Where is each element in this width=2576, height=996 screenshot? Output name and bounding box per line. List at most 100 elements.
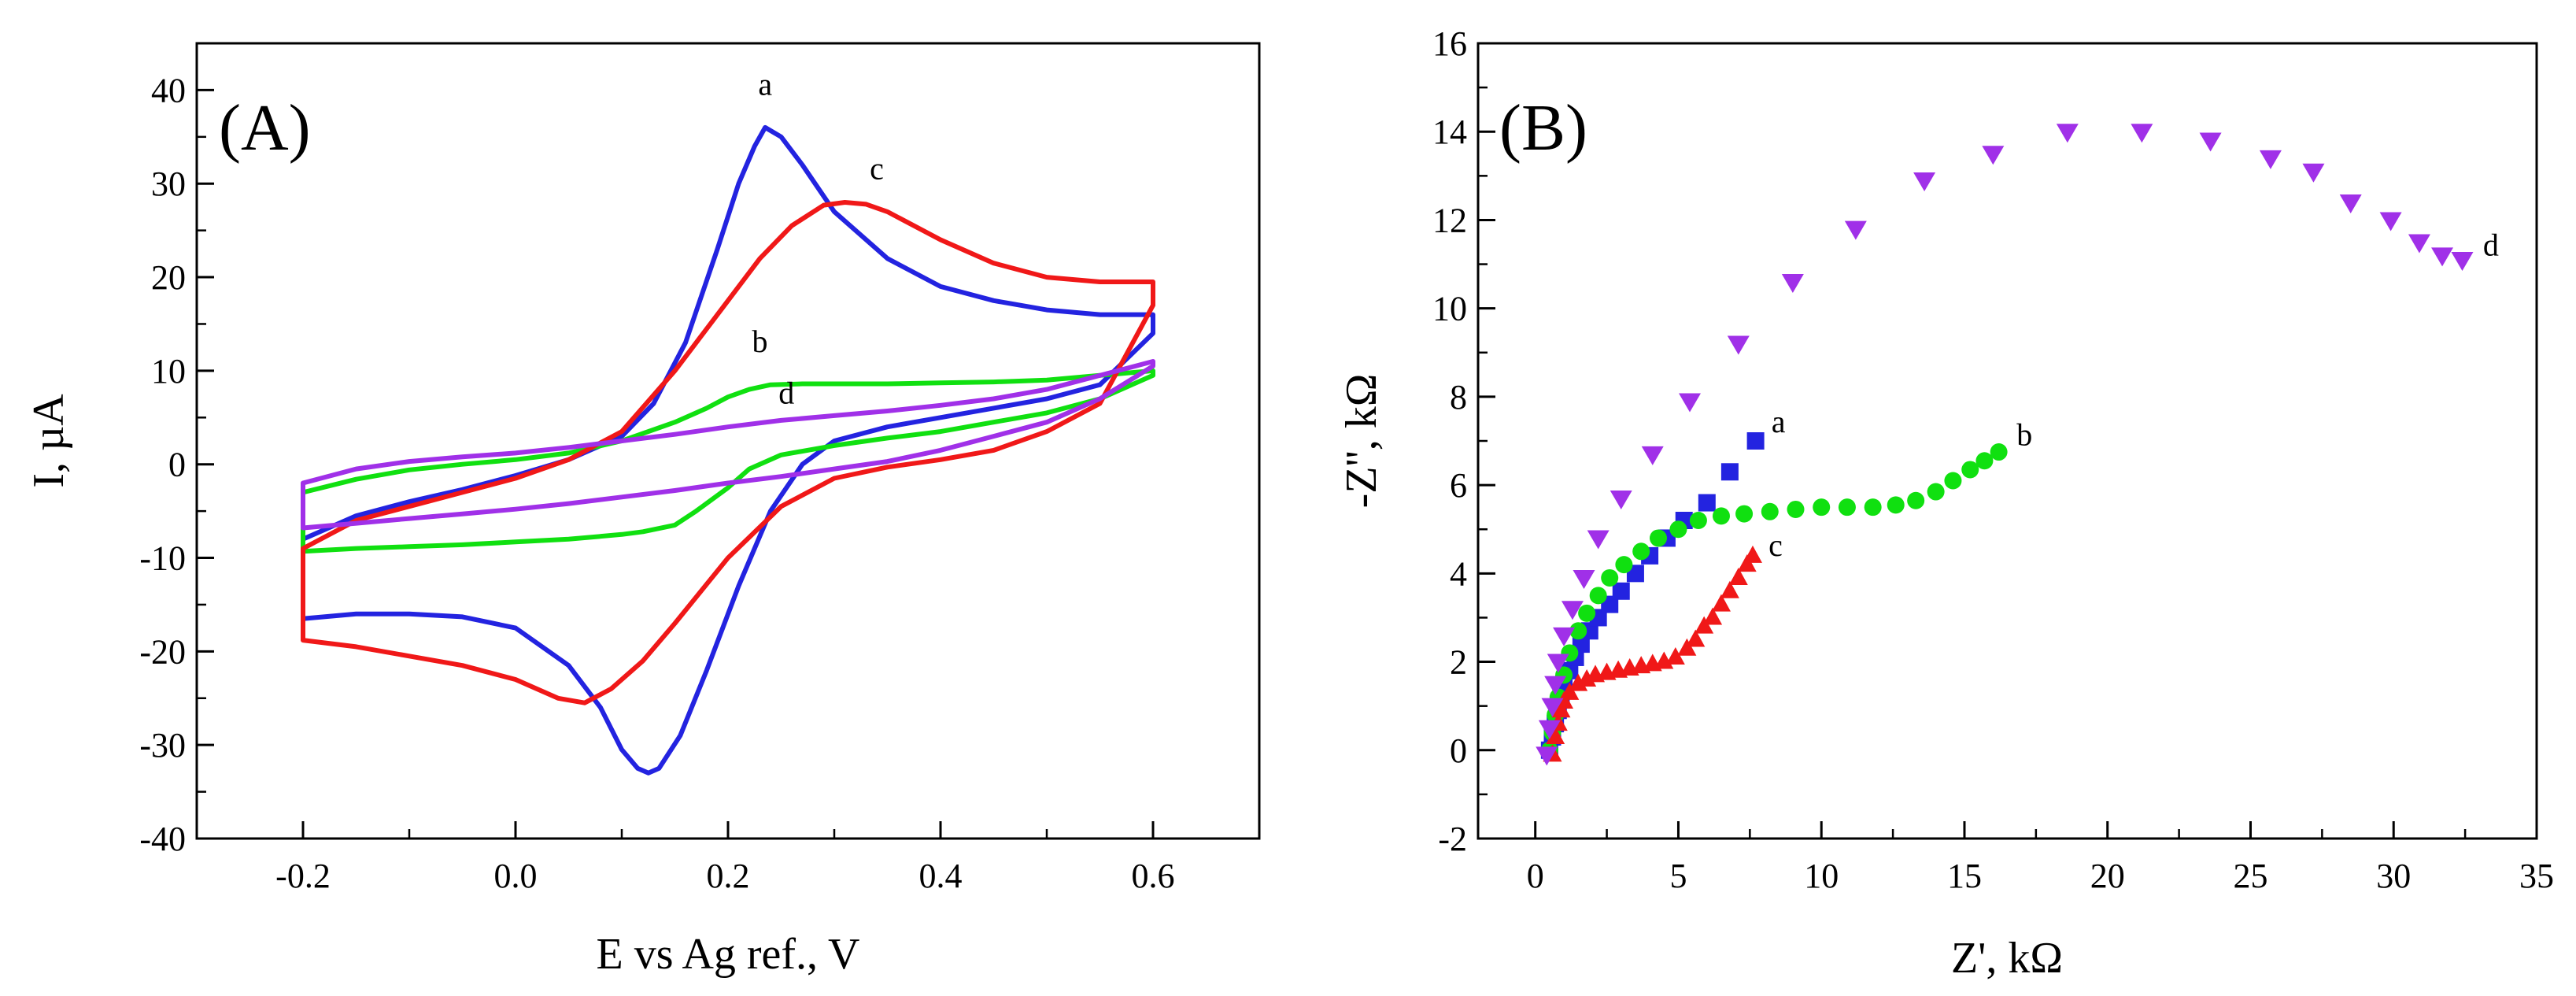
cv-curve-a xyxy=(301,124,1155,776)
panel-b-x-axis-label: Z', kΩ xyxy=(1951,934,2063,983)
panel-b-ticks: 0 5 10 15 20 25 30 35 -2 0 2 4 6 8 10 12 14 16 xyxy=(1432,24,2554,895)
data-point-b xyxy=(1735,505,1754,523)
y-tick-label: 20 xyxy=(151,258,186,297)
data-point-d xyxy=(1536,746,1558,766)
data-point-c xyxy=(1743,545,1762,563)
data-point-d xyxy=(1547,654,1569,673)
x-tick-label: 10 xyxy=(1804,857,1839,895)
data-point-d xyxy=(1541,698,1564,717)
panel-b: 0 5 10 15 20 25 30 35 -2 0 2 4 6 8 10 12 14 16 a b c d (B) Z… xyxy=(1337,24,2554,983)
panel-a-y-axis-label: I, µA xyxy=(24,394,73,488)
y-tick-label: 40 xyxy=(151,71,186,109)
panel-a-curve-labels: a b c d xyxy=(752,66,884,410)
data-point-c xyxy=(1577,669,1597,687)
data-point-b xyxy=(1601,568,1619,587)
data-point-d xyxy=(2259,150,2282,169)
data-point-c xyxy=(1703,607,1723,625)
data-point-a xyxy=(1612,582,1630,600)
data-point-b xyxy=(1887,496,1905,514)
panel-a-ticks: -0.2 0.0 0.2 0.4 0.6 -40 -30 -20 -10 0 10 20 30 40 xyxy=(139,71,1174,895)
data-point-d xyxy=(2431,247,2454,267)
y-tick-label: 0 xyxy=(168,446,186,484)
panel-a-x-axis-label: E vs Ag ref., V xyxy=(597,930,860,979)
data-point-d xyxy=(2131,124,2153,143)
x-tick-label: 0.6 xyxy=(1132,857,1175,895)
panel-b-label: (B) xyxy=(1499,91,1587,165)
data-point-c xyxy=(1711,594,1731,612)
data-point-c xyxy=(1695,616,1714,634)
data-point-d xyxy=(1727,335,1750,355)
x-tick-label: 5 xyxy=(1669,857,1687,895)
x-tick-label: 0.0 xyxy=(494,857,538,895)
y-tick-label: 0 xyxy=(1450,731,1467,770)
panel-b-series xyxy=(1536,124,2474,766)
data-point-d xyxy=(2339,194,2362,213)
x-tick-label: 15 xyxy=(1947,857,1982,895)
data-point-c xyxy=(1546,726,1565,744)
cv-curve-b xyxy=(301,368,1155,554)
y-tick-label: 10 xyxy=(151,352,186,391)
curve-label-d: d xyxy=(2483,227,2499,262)
cv-curve-d xyxy=(301,359,1155,531)
data-point-b xyxy=(1864,498,1882,517)
data-point-b xyxy=(1787,500,1805,518)
data-point-d xyxy=(2451,251,2474,271)
panel-b-curve-labels: a b c d xyxy=(1768,227,2499,563)
data-point-c xyxy=(1551,700,1571,718)
panel-a-series xyxy=(301,124,1155,776)
data-point-d xyxy=(1913,172,1936,191)
data-point-d xyxy=(2056,124,2079,143)
data-point-c xyxy=(1560,682,1580,700)
data-point-b xyxy=(1990,443,2008,461)
panel-b-y-axis-label: -Z'', kΩ xyxy=(1337,374,1386,509)
y-tick-label: -20 xyxy=(139,632,186,671)
data-point-b xyxy=(1632,542,1650,561)
curve-label-c: c xyxy=(1768,528,1783,563)
data-point-d xyxy=(1573,569,1595,589)
data-point-b xyxy=(1761,502,1779,520)
data-point-b xyxy=(1569,622,1587,640)
data-point-a xyxy=(1698,494,1716,512)
data-point-d xyxy=(1561,601,1584,620)
data-point-b xyxy=(1578,604,1596,622)
x-tick-label: 25 xyxy=(2233,857,2267,895)
data-point-c xyxy=(1569,673,1588,691)
y-tick-label: -2 xyxy=(1438,820,1467,858)
data-point-d xyxy=(1553,627,1576,646)
data-point-d xyxy=(1610,490,1632,509)
curve-label-d: d xyxy=(778,375,794,410)
data-point-d xyxy=(1679,393,1701,413)
data-point-b xyxy=(1975,452,1994,470)
panel-a-plot-frame xyxy=(195,42,1261,840)
data-point-c xyxy=(1654,651,1674,669)
curve-label-c: c xyxy=(870,150,884,186)
data-point-c xyxy=(1737,554,1757,572)
data-point-b xyxy=(1689,512,1707,529)
cv-curve-c xyxy=(301,200,1155,705)
data-point-c xyxy=(1728,567,1748,585)
x-tick-label: 20 xyxy=(2090,857,2125,895)
x-tick-label: 0.2 xyxy=(707,857,750,895)
curve-label-b: b xyxy=(752,324,768,359)
data-point-d xyxy=(2408,234,2430,254)
y-tick-label: 2 xyxy=(1450,643,1467,682)
data-point-d xyxy=(2199,132,2222,152)
x-tick-label: 35 xyxy=(2519,857,2554,895)
y-tick-label: 4 xyxy=(1450,554,1467,593)
data-point-d xyxy=(1544,676,1567,695)
curve-label-a: a xyxy=(1772,404,1786,439)
data-point-d xyxy=(1641,446,1664,465)
data-point-d xyxy=(1781,274,1804,293)
data-point-d xyxy=(1844,220,1867,240)
y-tick-label: 10 xyxy=(1432,290,1467,328)
y-tick-label: 8 xyxy=(1450,378,1467,417)
data-point-b xyxy=(1712,507,1730,525)
data-point-b xyxy=(1615,556,1633,574)
data-point-c xyxy=(1720,580,1739,598)
y-tick-label: 14 xyxy=(1432,113,1467,151)
x-tick-label: -0.2 xyxy=(275,857,331,895)
data-point-b xyxy=(1838,498,1856,517)
y-tick-label: 12 xyxy=(1432,201,1467,239)
x-tick-label: 0 xyxy=(1527,857,1544,895)
